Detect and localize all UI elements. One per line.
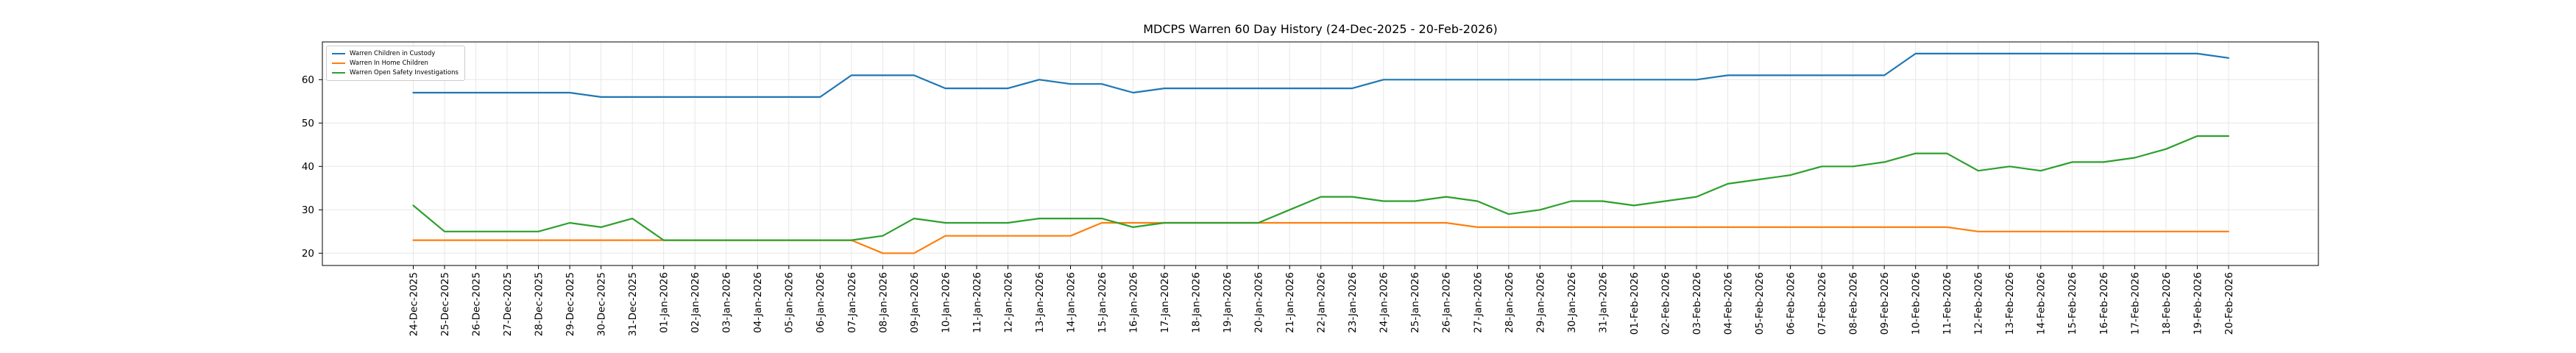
axes-border xyxy=(322,41,2319,266)
x-tick-label: 12-Jan-2026 xyxy=(1002,272,1014,333)
x-tick-label: 25-Jan-2026 xyxy=(1409,272,1421,333)
x-tick-label: 15-Feb-2026 xyxy=(2067,272,2078,335)
x-tick-label: 03-Jan-2026 xyxy=(721,272,733,333)
legend-item-children-in-custody: Warren Children in Custody xyxy=(332,50,459,57)
x-tick-label: 06-Feb-2026 xyxy=(1786,272,1797,335)
series-line-warren-children-in-custody xyxy=(412,52,2229,98)
x-tick-label: 24-Jan-2026 xyxy=(1379,272,1390,333)
legend-line-sample-green xyxy=(332,71,345,74)
x-tick-label: 21-Jan-2026 xyxy=(1284,272,1296,333)
x-tick-label: 17-Feb-2026 xyxy=(2129,272,2141,335)
x-tick-label: 30-Jan-2026 xyxy=(1566,272,1578,333)
x-tick-label: 19-Jan-2026 xyxy=(1222,272,1234,333)
x-tick-label: 01-Feb-2026 xyxy=(1629,272,1641,335)
x-tick-label: 05-Jan-2026 xyxy=(784,272,796,333)
x-tick-label: 18-Feb-2026 xyxy=(2161,272,2173,335)
y-tick-label: 30 xyxy=(302,204,314,216)
x-tick-label: 12-Feb-2026 xyxy=(1973,272,1985,335)
x-tick-label: 13-Feb-2026 xyxy=(2004,272,2016,335)
x-tick-label: 08-Feb-2026 xyxy=(1848,272,1860,335)
y-tick-label: 20 xyxy=(302,248,314,260)
legend-label: Warren Open Safety Investigations xyxy=(350,69,459,76)
x-tick-label: 04-Feb-2026 xyxy=(1722,272,1734,335)
legend-item-open-safety-investigations: Warren Open Safety Investigations xyxy=(332,69,459,76)
x-tick-label: 22-Jan-2026 xyxy=(1316,272,1328,333)
x-tick-label: 09-Jan-2026 xyxy=(909,272,921,333)
x-tick-label: 09-Feb-2026 xyxy=(1879,272,1891,335)
x-tick-label: 19-Feb-2026 xyxy=(2192,272,2204,335)
x-tick-label: 04-Jan-2026 xyxy=(752,272,764,333)
x-tick-label: 14-Jan-2026 xyxy=(1065,272,1077,333)
x-tick-label: 01-Jan-2026 xyxy=(659,272,670,333)
x-tick-label: 29-Jan-2026 xyxy=(1535,272,1546,333)
x-tick-label: 11-Feb-2026 xyxy=(1942,272,1953,335)
x-tick-label: 30-Dec-2025 xyxy=(596,272,608,336)
x-tick-label: 27-Jan-2026 xyxy=(1472,272,1484,333)
x-tick-label: 10-Jan-2026 xyxy=(940,272,952,333)
legend-line-sample-blue xyxy=(332,52,345,55)
chart-title: MDCPS Warren 60 Day History (24-Dec-2025… xyxy=(1143,22,1498,36)
y-tick-label: 50 xyxy=(302,118,314,129)
x-tick-label: 02-Jan-2026 xyxy=(690,272,701,333)
x-tick-label: 06-Jan-2026 xyxy=(815,272,827,333)
legend: Warren Children in Custody Warren In Hom… xyxy=(326,46,465,81)
x-tick-label: 26-Dec-2025 xyxy=(470,272,482,336)
x-tick-label: 26-Jan-2026 xyxy=(1441,272,1453,333)
x-tick-label: 10-Feb-2026 xyxy=(1911,272,1922,335)
x-tick-label: 07-Feb-2026 xyxy=(1816,272,1828,335)
x-tick-label: 23-Jan-2026 xyxy=(1347,272,1359,333)
x-tick-label: 03-Feb-2026 xyxy=(1691,272,1703,335)
x-tick-label: 11-Jan-2026 xyxy=(972,272,983,333)
y-tick-label: 40 xyxy=(302,161,314,173)
x-tick-label: 15-Jan-2026 xyxy=(1097,272,1108,333)
x-tick-label: 18-Jan-2026 xyxy=(1191,272,1203,333)
x-tick-label: 16-Jan-2026 xyxy=(1128,272,1139,333)
x-tick-label: 17-Jan-2026 xyxy=(1159,272,1171,333)
x-tick-label: 13-Jan-2026 xyxy=(1034,272,1046,333)
x-tick-label: 14-Feb-2026 xyxy=(2036,272,2048,335)
legend-item-in-home-children: Warren In Home Children xyxy=(332,60,459,67)
x-tick-label: 05-Feb-2026 xyxy=(1754,272,1766,335)
x-tick-label: 20-Feb-2026 xyxy=(2223,272,2235,335)
legend-label: Warren In Home Children xyxy=(350,60,428,67)
y-tick-label: 60 xyxy=(302,74,314,86)
x-tick-label: 31-Dec-2025 xyxy=(627,272,639,336)
x-tick-label: 28-Jan-2026 xyxy=(1504,272,1515,333)
x-tick-label: 29-Dec-2025 xyxy=(565,272,576,336)
legend-label: Warren Children in Custody xyxy=(350,50,436,57)
x-tick-label: 07-Jan-2026 xyxy=(846,272,858,333)
x-tick-label: 02-Feb-2026 xyxy=(1660,272,1671,335)
x-tick-label: 08-Jan-2026 xyxy=(877,272,889,333)
legend-line-sample-orange xyxy=(332,62,345,65)
x-tick-label: 25-Dec-2025 xyxy=(439,272,451,336)
x-tick-label: 28-Dec-2025 xyxy=(534,272,545,336)
series-line-warren-open-safety-investigations xyxy=(412,135,2229,241)
x-tick-label: 24-Dec-2025 xyxy=(408,272,420,336)
x-tick-label: 20-Jan-2026 xyxy=(1253,272,1265,333)
x-tick-label: 16-Feb-2026 xyxy=(2098,272,2110,335)
x-tick-label: 31-Jan-2026 xyxy=(1597,272,1609,333)
x-tick-label: 27-Dec-2025 xyxy=(502,272,514,336)
